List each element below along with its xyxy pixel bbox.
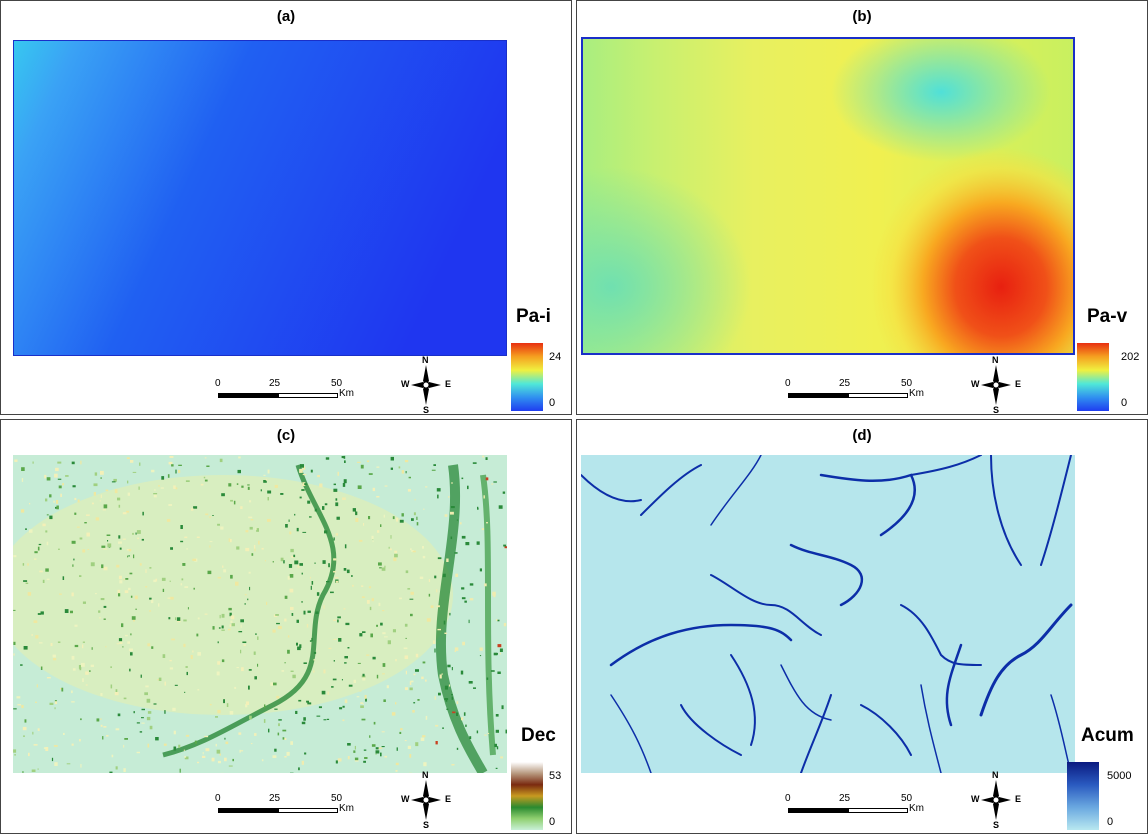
panel-c: (c) Dec 53 0 0 25 50 Km [0,419,572,834]
scale-tick-25: 25 [839,793,850,804]
legend-color-ramp [511,762,543,830]
map-precipitation-v [581,37,1075,355]
legend-color-ramp [511,343,543,411]
legend-color-ramp [1077,343,1109,411]
panel-title: (a) [1,8,571,25]
panel-title: (d) [577,427,1147,444]
scale-unit: Km [909,388,924,399]
compass-north: N [422,770,429,780]
legend: Acum 5000 0 [1067,720,1148,835]
scale-bar: 0 25 50 Km [215,378,385,408]
compass-east: E [445,379,451,389]
map-slope [13,455,507,773]
legend-max-label: 5000 [1107,770,1131,782]
legend-color-ramp [1067,762,1099,830]
scale-unit: Km [339,803,354,814]
legend-title: Dec [521,725,556,747]
scale-tick-25: 25 [269,793,280,804]
scale-unit: Km [909,803,924,814]
compass-east: E [1015,794,1021,804]
legend: Pa-i 24 0 [511,301,571,416]
legend: Pa-v 202 0 [1077,301,1148,416]
compass-north: N [422,355,429,365]
north-arrow: N S W E [401,357,451,413]
compass-south: S [993,405,999,415]
map-flow-accumulation [581,455,1075,773]
scale-tick-0: 0 [215,793,221,804]
scale-tick-25: 25 [269,378,280,389]
legend-min-label: 0 [1121,397,1127,409]
legend-title: Pa-v [1087,306,1127,328]
compass-north: N [992,355,999,365]
compass-west: W [401,794,410,804]
legend-min-label: 0 [1107,816,1113,828]
legend-min-label: 0 [549,397,555,409]
panel-b: (b) [576,0,1148,415]
map-precipitation-i [13,40,507,356]
panel-d: (d) [576,419,1148,834]
compass-south: S [993,820,999,830]
scale-tick-25: 25 [839,378,850,389]
north-arrow: N S W E [971,772,1021,828]
compass-east: E [445,794,451,804]
north-arrow: N S W E [971,357,1021,413]
scale-tick-0: 0 [215,378,221,389]
north-arrow: N S W E [401,772,451,828]
scale-tick-0: 0 [785,378,791,389]
legend-title: Pa-i [516,306,551,328]
compass-south: S [423,405,429,415]
compass-west: W [401,379,410,389]
panel-title: (c) [1,427,571,444]
scale-tick-0: 0 [785,793,791,804]
compass-east: E [1015,379,1021,389]
scale-bar: 0 25 50 Km [785,378,955,408]
legend-max-label: 53 [549,770,561,782]
legend: Dec 53 0 [511,720,571,835]
scale-bar: 0 25 50 Km [785,793,955,823]
compass-north: N [992,770,999,780]
scale-unit: Km [339,388,354,399]
scale-bar: 0 25 50 Km [215,793,385,823]
legend-max-label: 202 [1121,351,1139,363]
legend-max-label: 24 [549,351,561,363]
legend-min-label: 0 [549,816,555,828]
compass-west: W [971,379,980,389]
compass-west: W [971,794,980,804]
legend-title: Acum [1081,725,1134,747]
compass-south: S [423,820,429,830]
panel-title: (b) [577,8,1147,25]
panel-a: (a) [0,0,572,415]
